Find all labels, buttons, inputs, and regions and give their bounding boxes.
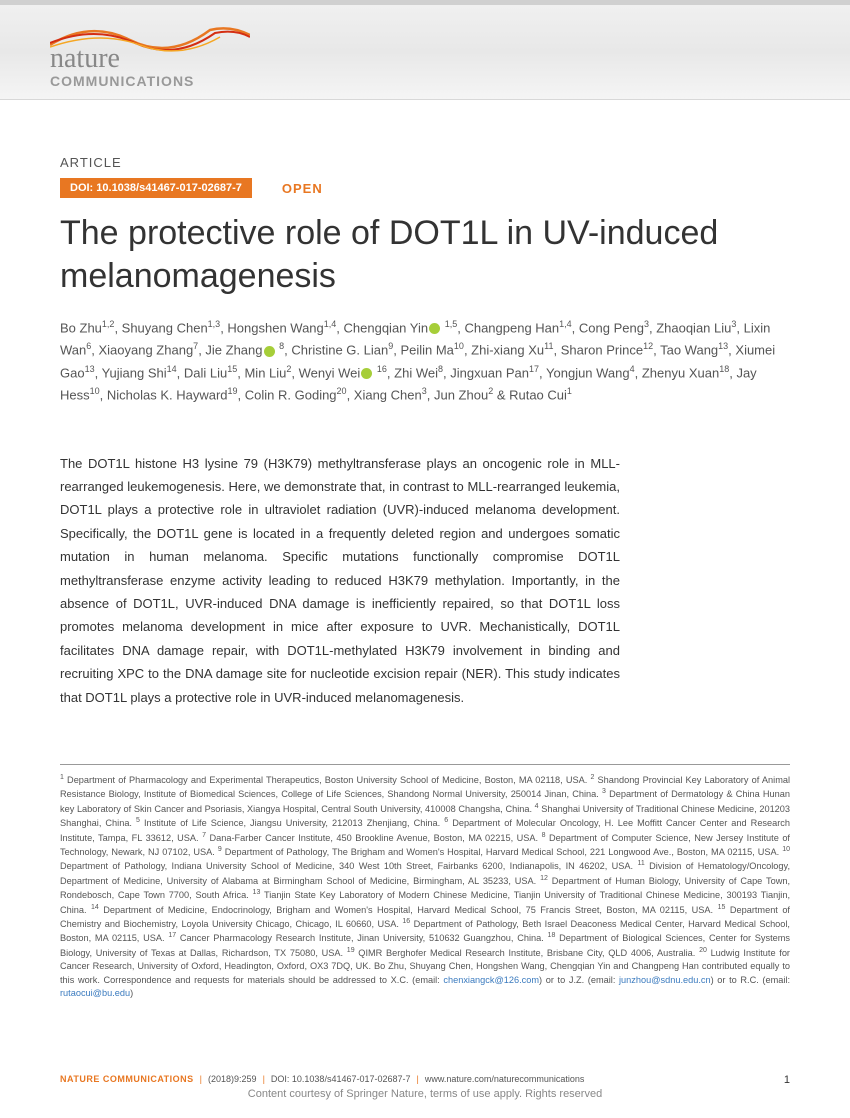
- page-footer: NATURE COMMUNICATIONS | (2018)9:259 | DO…: [60, 1074, 790, 1100]
- footer-doi: DOI: 10.1038/s41467-017-02687-7: [271, 1074, 411, 1084]
- doi-badge[interactable]: DOI: 10.1038/s41467-017-02687-7: [60, 178, 252, 198]
- page-content: ARTICLE DOI: 10.1038/s41467-017-02687-7 …: [0, 100, 850, 1000]
- footer-url[interactable]: www.nature.com/naturecommunications: [425, 1074, 585, 1084]
- logo-text-nature: nature: [50, 43, 120, 75]
- journal-header-banner: nature COMMUNICATIONS: [0, 0, 850, 100]
- journal-logo: nature COMMUNICATIONS: [50, 15, 270, 95]
- footer-separator-icon: |: [200, 1074, 202, 1084]
- footer-citation: (2018)9:259: [208, 1074, 257, 1084]
- footer-citation-line: NATURE COMMUNICATIONS | (2018)9:259 | DO…: [60, 1074, 790, 1084]
- article-type-label: ARTICLE: [60, 155, 790, 170]
- footer-separator-icon: |: [263, 1074, 265, 1084]
- doi-row: DOI: 10.1038/s41467-017-02687-7 OPEN: [60, 178, 790, 198]
- footer-journal-name: NATURE COMMUNICATIONS: [60, 1074, 194, 1084]
- logo-text-communications: COMMUNICATIONS: [50, 73, 194, 89]
- abstract-text: The DOT1L histone H3 lysine 79 (H3K79) m…: [60, 452, 620, 709]
- affiliations-block: 1 Department of Pharmacology and Experim…: [60, 764, 790, 1000]
- article-title: The protective role of DOT1L in UV-induc…: [60, 212, 790, 297]
- courtesy-notice: Content courtesy of Springer Nature, ter…: [60, 1088, 790, 1100]
- author-list: Bo Zhu1,2, Shuyang Chen1,3, Hongshen Wan…: [60, 317, 790, 407]
- page-number: 1: [784, 1074, 790, 1086]
- footer-separator-icon: |: [417, 1074, 419, 1084]
- open-access-label: OPEN: [282, 181, 323, 196]
